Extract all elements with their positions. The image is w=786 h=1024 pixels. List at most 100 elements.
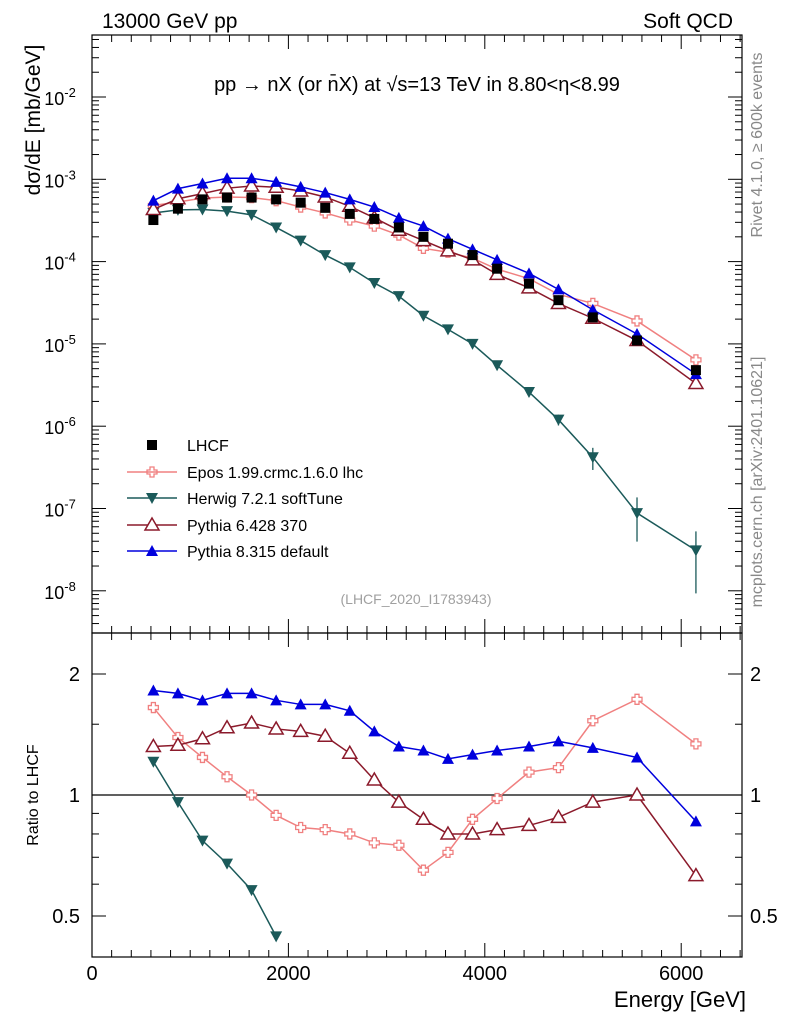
data-point: [270, 931, 283, 943]
data-point: [196, 204, 209, 216]
data-point: [466, 338, 479, 350]
data-point: [492, 263, 503, 274]
data-point: [417, 744, 430, 756]
data-point: [245, 209, 258, 221]
legend-entry-pythia8: Pythia 8.315 default: [127, 544, 329, 561]
data-point: [687, 867, 705, 882]
data-point: [366, 771, 383, 786]
ratio-y-axis-label: Ratio to LHCF: [25, 744, 42, 846]
data-point: [270, 809, 282, 821]
series-line: [152, 698, 697, 872]
legend-entry-herwig: Herwig 7.2.1 softTune: [127, 491, 343, 508]
x-tick-label: 4000: [463, 963, 508, 985]
data-point: [221, 687, 234, 699]
data-point: [344, 828, 356, 840]
main-plot-series: [145, 172, 705, 594]
y-tick-label: 10-6: [44, 414, 76, 438]
data-point: [145, 738, 162, 753]
data-point: [320, 202, 331, 213]
legend-marker-cross: [146, 466, 158, 478]
data-point: [690, 365, 701, 376]
data-point: [267, 720, 285, 735]
data-point: [392, 291, 405, 303]
data-point: [488, 821, 506, 836]
category-label: Soft QCD: [643, 10, 733, 33]
data-point: [687, 375, 705, 390]
data-point: [221, 206, 234, 218]
data-point: [245, 687, 258, 699]
data-point: [552, 735, 565, 747]
data-point: [690, 738, 702, 750]
series-line: [153, 689, 697, 822]
data-point: [631, 315, 643, 327]
data-point: [441, 324, 454, 336]
data-point: [196, 694, 209, 706]
data-point: [271, 194, 282, 205]
ratio-y-tick-label-right: 1: [750, 785, 761, 807]
data-point: [491, 253, 504, 265]
data-point: [522, 387, 535, 399]
data-point: [442, 846, 454, 858]
data-point: [171, 687, 184, 699]
data-point: [221, 172, 234, 184]
series-lhcf: [148, 192, 701, 376]
y-tick-label: 10-5: [44, 332, 76, 356]
y-tick-label: 10-2: [44, 85, 76, 109]
x-tick-label: 6000: [659, 963, 704, 985]
data-point: [393, 839, 405, 851]
rivet-label: Rivet 4.1.0, ≥ 600k events: [749, 53, 766, 238]
legend-label: Epos 1.99.crmc.1.6.0 lhc: [187, 465, 363, 482]
main-axis-ticks: 10-8 10-7 10-6 10-5 10-4 10-3 10-2: [44, 35, 742, 633]
data-point: [466, 748, 479, 760]
data-point: [221, 858, 234, 870]
data-point: [270, 222, 283, 234]
data-point: [390, 793, 408, 808]
ratio-y-tick-label: 0.5: [52, 906, 80, 928]
data-point: [587, 312, 598, 323]
data-point: [439, 242, 457, 257]
series-epos-1-99-crmc-1-6-0-lhc: [147, 191, 702, 366]
data-point: [368, 725, 381, 737]
data-point: [584, 793, 602, 808]
data-point: [270, 694, 283, 706]
data-point: [295, 197, 306, 208]
data-point: [147, 756, 160, 768]
legend-label: Pythia 8.315 default: [187, 544, 329, 561]
data-point: [522, 740, 535, 752]
series-herwig-7-2-1-softtune: [147, 756, 283, 943]
ratio-y-tick-label-right: 0.5: [750, 906, 778, 928]
data-point: [243, 177, 260, 192]
data-point: [628, 786, 646, 801]
data-point: [464, 825, 481, 840]
legend-label: LHCF: [187, 438, 229, 455]
y-tick-label: 10-3: [44, 167, 76, 191]
data-point: [393, 222, 404, 233]
data-point: [319, 823, 331, 836]
data-point: [523, 278, 534, 289]
data-point: [368, 201, 381, 213]
data-point: [392, 211, 405, 223]
data-point: [147, 194, 160, 206]
source-label: mcplots.cern.ch [arXiv:2401.10621]: [749, 357, 766, 608]
series-line: [153, 196, 697, 361]
data-point: [550, 808, 567, 824]
data-point: [145, 200, 162, 216]
x-tick-label: 0: [86, 963, 97, 985]
data-point: [218, 719, 236, 734]
data-point: [169, 736, 187, 751]
data-point: [491, 792, 503, 805]
data-point: [147, 684, 160, 696]
data-point: [341, 744, 359, 760]
data-point: [392, 740, 405, 752]
data-point: [194, 730, 211, 745]
data-point: [689, 815, 702, 827]
data-point: [491, 744, 504, 756]
data-point: [632, 335, 643, 346]
ratio-y-tick-label: 1: [69, 785, 80, 807]
data-point: [417, 310, 430, 322]
y-tick-label: 10-7: [44, 497, 76, 521]
data-point: [368, 837, 380, 849]
data-point: [587, 715, 599, 727]
series-line: [153, 177, 697, 375]
